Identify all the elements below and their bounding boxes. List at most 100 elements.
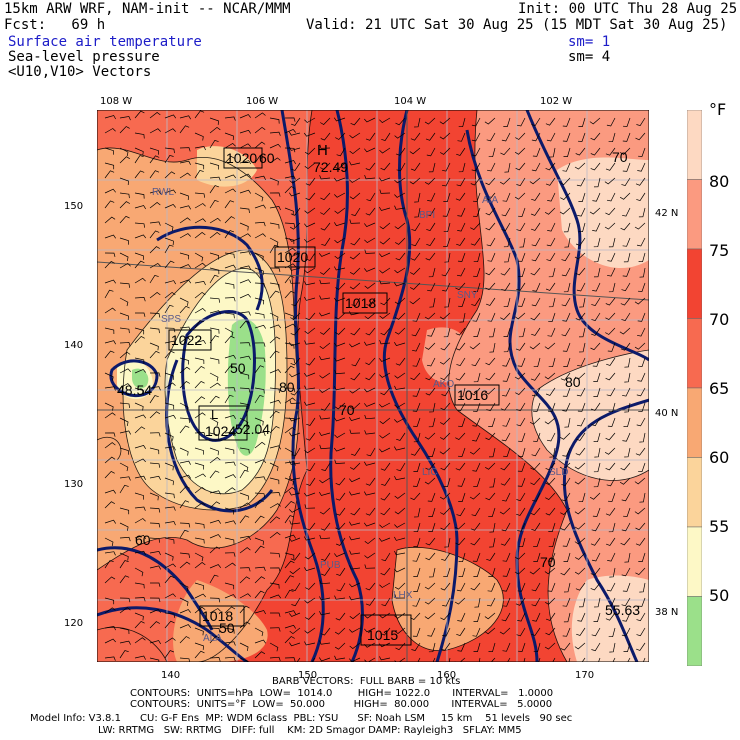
wind-barb: [501, 522, 511, 532]
wind-barb: [379, 372, 391, 378]
wind-barb: [500, 402, 511, 411]
wind-barb: [488, 507, 496, 517]
wind-barb: [487, 162, 496, 172]
wind-barb: [455, 432, 466, 441]
wind-barb: [531, 192, 541, 201]
wind-barb: [427, 192, 436, 202]
wind-barb: [380, 387, 391, 396]
high-pressure-marker: H: [317, 142, 328, 159]
wind-barb: [457, 207, 466, 217]
wind-barb: [499, 627, 511, 635]
wind-barb: [502, 492, 511, 502]
wind-barb: [320, 567, 331, 576]
wind-barb: [516, 282, 526, 291]
wind-barb: [457, 222, 466, 232]
wind-barb: [179, 252, 190, 260]
wind-barb: [432, 657, 436, 662]
wind-barb: [546, 432, 556, 442]
wind-barb: [576, 387, 586, 397]
temperature-label: 80: [565, 374, 581, 390]
wind-barb: [605, 162, 616, 171]
wind-barb: [575, 267, 586, 276]
wind-barb: [530, 312, 541, 321]
wind-barb: [454, 597, 466, 605]
wind-barb: [574, 477, 586, 485]
wind-barb: [485, 297, 496, 306]
wind-barb: [164, 291, 176, 299]
wind-barb: [164, 222, 174, 232]
colorbar-segment: [687, 457, 702, 528]
wind-barb: [440, 342, 451, 351]
wind-barb: [593, 252, 601, 263]
wind-barb: [413, 417, 421, 427]
wind-barb: [334, 655, 346, 660]
wind-barb: [364, 267, 376, 272]
wind-barb: [149, 432, 161, 437]
wind-barb: [502, 642, 511, 652]
wind-barb: [473, 282, 481, 292]
wind-barb: [487, 582, 496, 592]
colorbar-segment: [687, 596, 702, 666]
wind-barb: [440, 372, 451, 381]
wind-barb: [104, 260, 115, 269]
wind-barb: [428, 522, 436, 532]
wind-barb: [547, 402, 556, 412]
wind-barb: [224, 606, 236, 614]
bottom-axis-label: 170: [575, 670, 595, 681]
wind-barb: [334, 237, 346, 244]
field-temperature: Surface air temperature: [8, 34, 202, 50]
wind-barb: [134, 110, 145, 119]
wind-barb: [335, 282, 346, 290]
wind-barb: [378, 537, 391, 542]
wind-barb: [394, 267, 406, 274]
wind-barb: [395, 357, 406, 366]
wind-barb: [424, 432, 436, 440]
wind-barb: [593, 612, 601, 622]
wind-barb: [164, 327, 176, 333]
field-vectors: <U10,V10> Vectors: [8, 64, 152, 80]
wind-barb: [239, 502, 251, 509]
wind-barb: [442, 627, 451, 637]
wind-barb: [502, 552, 511, 562]
wind-barb: [379, 147, 391, 154]
wind-barb: [269, 425, 280, 434]
wind-barb: [254, 627, 264, 637]
wind-barb: [486, 132, 496, 142]
wind-barb: [319, 534, 331, 540]
wind-barb: [194, 606, 206, 614]
wind-barb: [319, 491, 331, 496]
wind-barb: [119, 147, 129, 157]
wind-barb: [544, 342, 556, 350]
wind-barb: [424, 597, 436, 605]
wind-barb: [575, 312, 586, 321]
wind-barb: [365, 327, 376, 336]
pressure-isobars: [97, 110, 649, 662]
wind-barb: [559, 462, 571, 470]
wind-barb: [568, 657, 571, 662]
wind-barb: [254, 357, 266, 363]
wind-barb: [531, 522, 541, 531]
wind-barb: [119, 417, 129, 426]
wind-barb: [394, 475, 406, 481]
wind-barb: [456, 237, 466, 246]
wind-barb: [499, 507, 511, 515]
wind-barb: [609, 642, 616, 653]
wind-barb: [209, 635, 220, 644]
wind-barb: [574, 642, 586, 650]
wind-barb: [104, 519, 116, 524]
wind-barb: [289, 432, 301, 437]
wind-barb: [473, 642, 481, 652]
bottom-axis-label: 140: [161, 670, 181, 681]
temperature-zone-75: [422, 327, 470, 383]
wind-barb: [304, 207, 316, 214]
wind-barb: [579, 297, 586, 308]
wind-barb: [319, 611, 331, 616]
wind-barb: [269, 143, 281, 149]
wind-barb: [545, 177, 556, 186]
wind-barb: [209, 546, 221, 554]
wind-barb: [533, 642, 541, 653]
wind-barb: [164, 650, 175, 659]
wind-barb: [623, 642, 631, 652]
colorbar-segment: [687, 387, 702, 458]
wind-barb: [411, 642, 421, 652]
